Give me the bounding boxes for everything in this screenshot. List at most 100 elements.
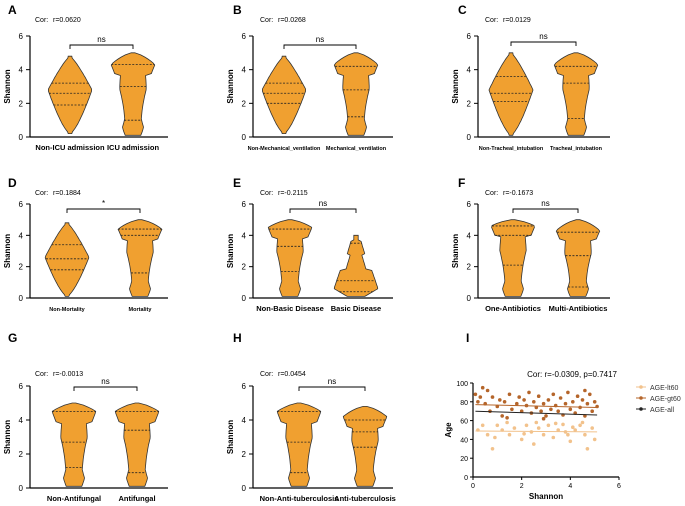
panel-letter: B: [233, 3, 242, 17]
x-tick-label: 4: [568, 483, 572, 490]
cor-value: r=-0.2115: [278, 190, 308, 197]
significance-label: ns: [539, 32, 547, 41]
x-tick-label: 2: [520, 483, 524, 490]
category-label: Anti-tuberculosis: [334, 494, 396, 503]
y-tick-label: 4: [242, 66, 247, 75]
y-tick-label: 6: [242, 382, 247, 391]
violin: [117, 219, 163, 297]
scatter-point: [546, 398, 551, 402]
cor-label: Cor:: [35, 371, 48, 378]
scatter-panel-I: I Cor: r=-0.0309, p=0.7417 0 20 40 60 80 100 0 2 4…: [444, 331, 681, 501]
y-tick-label: 4: [467, 231, 472, 240]
scatter-point: [478, 395, 483, 399]
y-tick-label: 20: [460, 456, 468, 463]
y-tick-label: 2: [242, 263, 247, 272]
scatter-point: [476, 428, 480, 432]
y-tick-label: 4: [467, 66, 472, 75]
category-label: Non-Tracheal_intubation: [479, 146, 544, 152]
panel-letter: D: [8, 176, 17, 190]
scatter-point: [541, 416, 546, 421]
scatter-point: [480, 385, 485, 390]
y-tick-label: 6: [467, 32, 472, 41]
y-tick-label: 2: [242, 450, 247, 459]
scatter-point: [490, 395, 495, 399]
scatter-point: [551, 392, 556, 397]
y-axis-label: Shannon: [226, 69, 235, 103]
y-tick-label: 6: [467, 200, 472, 209]
y-tick-label: 4: [242, 416, 247, 425]
y-axis-label: Shannon: [3, 420, 12, 454]
significance-label: ns: [97, 35, 105, 44]
violin: [110, 52, 156, 136]
cor-value: r=-0.0013: [53, 371, 83, 378]
panel-letter: C: [458, 3, 467, 17]
violin-panel-B: B Cor: r=0.0268 0 2 4 6 Shannon Non-Mechanical_v…: [226, 3, 393, 152]
scatter-point: [571, 425, 575, 430]
panel-letter: E: [233, 176, 241, 190]
violin: [262, 55, 306, 134]
violin: [44, 222, 90, 297]
y-tick-label: 0: [19, 294, 24, 303]
scatter-point: [532, 442, 536, 446]
scatter-point: [485, 432, 490, 437]
scatter-point: [532, 400, 536, 404]
violin-panel-F: F Cor: r=-0.1673 0 2 4 6 Shannon One-Antibiotics…: [451, 176, 610, 313]
y-tick-label: 6: [242, 200, 247, 209]
y-axis-label: Shannon: [451, 234, 460, 268]
scatter-point: [541, 401, 546, 406]
panel-letter: I: [466, 331, 469, 345]
y-tick-label: 4: [19, 231, 24, 240]
scatter-point: [517, 395, 521, 399]
scatter-point: [529, 430, 534, 434]
scatter-point: [490, 447, 495, 451]
violin: [267, 219, 313, 297]
y-tick-label: 0: [242, 294, 247, 303]
scatter-point: [536, 394, 541, 399]
y-tick-label: 40: [460, 437, 468, 444]
violin-panel-G: G Cor: r=-0.0013 0 2 4 6 Shannon Non-Antifungal A…: [3, 331, 168, 503]
scatter-point: [580, 420, 585, 425]
scatter-point: [580, 398, 585, 402]
fit-line-age-lt60: [475, 430, 598, 433]
panel-letter: H: [233, 331, 242, 345]
scatter-point: [495, 423, 500, 428]
scatter-point: [534, 405, 539, 410]
y-tick-label: 0: [242, 484, 247, 493]
legend-marker: [639, 396, 643, 400]
violin: [491, 219, 535, 297]
y-tick-label: 6: [242, 32, 247, 41]
violin-panel-A: A Cor: r=0.0620 0 2 4 6 Shannon Non-ICU admissio…: [3, 3, 168, 152]
violin-panel-H: H Cor: r=0.0454 0 2 4 6 Shannon Non-Anti-tubercu…: [226, 331, 396, 503]
scatter-point: [500, 428, 505, 432]
cor-value: r=0.0620: [53, 17, 81, 24]
scatter-point: [527, 390, 531, 395]
y-tick-label: 60: [460, 419, 468, 426]
violin-panel-C: C Cor: r=0.0129 0 2 4 6 Shannon Non-Tracheal_int…: [451, 3, 610, 152]
scatter-point: [485, 388, 490, 393]
scatter-point: [566, 432, 570, 437]
cor-value: r=0.1884: [53, 190, 81, 197]
significance-label: ns: [319, 199, 327, 208]
category-label: One-Antibiotics: [485, 304, 541, 313]
scatter-point: [566, 390, 570, 395]
scatter-point: [480, 423, 485, 428]
scatter-point: [568, 407, 573, 412]
violin: [333, 234, 379, 297]
chart-title: Cor: r=-0.0309, p=0.7417: [527, 370, 617, 379]
violin-panel-D: D Cor: r=0.1884 0 2 4 6 Shannon Non-Mortality Mor…: [3, 176, 168, 313]
scatter-point: [522, 398, 526, 402]
significance-label: *: [102, 199, 105, 208]
cor-value: r=0.0268: [278, 17, 306, 24]
scatter-point: [524, 423, 529, 428]
y-tick-label: 2: [242, 99, 247, 108]
legend-label: AGE-all: [650, 407, 675, 414]
scatter-point: [563, 430, 568, 434]
y-axis-label: Shannon: [226, 420, 235, 454]
scatter-point: [561, 422, 565, 427]
scatter-point: [507, 432, 512, 437]
x-tick-label: 6: [617, 483, 621, 490]
y-tick-label: 0: [464, 475, 468, 482]
scatter-point: [590, 409, 594, 414]
category-label: Non-Antifungal: [47, 494, 101, 503]
scatter-point: [495, 404, 500, 409]
